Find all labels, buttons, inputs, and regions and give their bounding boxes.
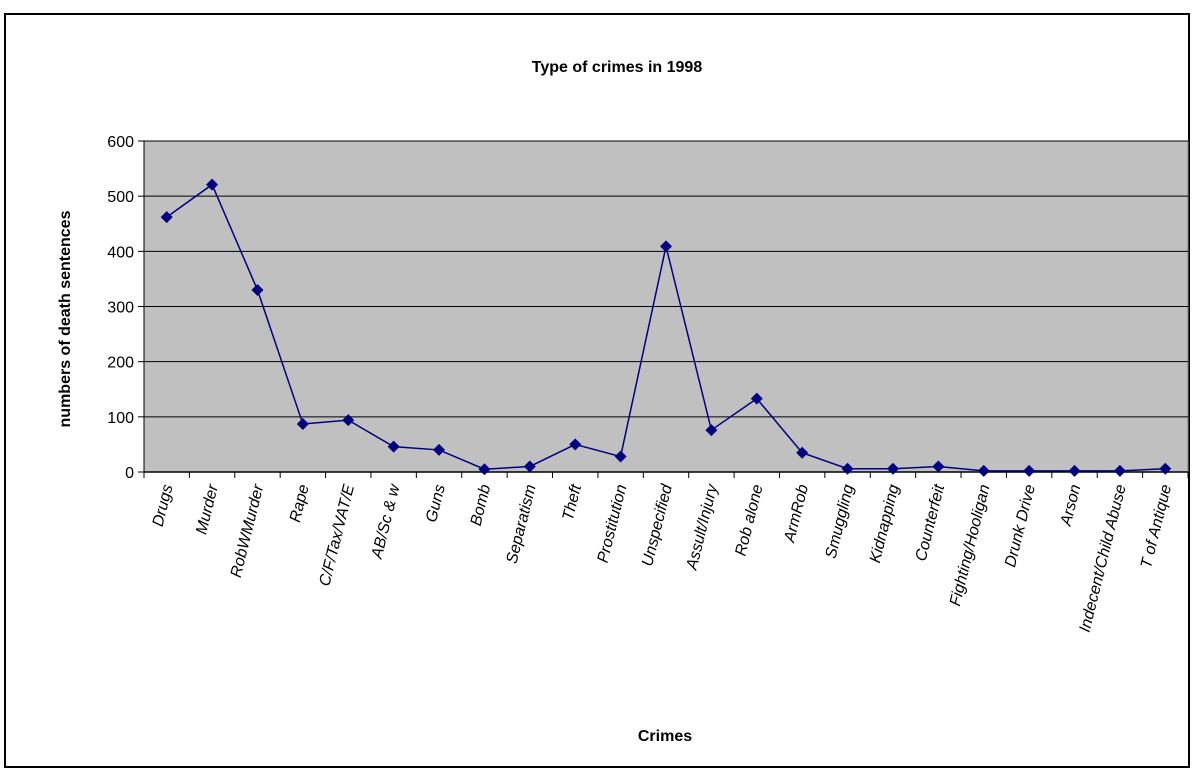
data-point xyxy=(523,460,536,473)
x-category-label: T of Antique xyxy=(1138,483,1175,570)
x-category-label: Separatism xyxy=(504,483,540,566)
x-category-label: Unspecified xyxy=(639,482,676,568)
data-point xyxy=(705,424,718,437)
data-point xyxy=(1023,464,1036,477)
data-point xyxy=(251,283,264,296)
x-axis-title: Crimes xyxy=(638,728,692,745)
x-category-label: Smuggling xyxy=(823,483,858,561)
x-category-label: Prostitution xyxy=(595,483,631,565)
data-point xyxy=(977,464,990,477)
data-point xyxy=(206,178,219,191)
x-category-label: AB/Sc & w xyxy=(369,481,404,561)
data-point xyxy=(342,414,355,427)
plot-area: 0 100 200 300 400 500 600 Drugs Murder RobWMurder… xyxy=(107,134,1189,634)
x-category-label: Counterfeit xyxy=(913,482,949,563)
x-category-label: Murder xyxy=(193,482,222,536)
data-point xyxy=(1159,462,1172,475)
x-category-label: Guns xyxy=(423,483,449,524)
chart-title: Type of crimes in 1998 xyxy=(532,59,703,76)
chart-frame: Type of crimes in 1998 numbers of death … xyxy=(4,13,1190,768)
y-tick-label: 300 xyxy=(107,300,134,317)
data-point xyxy=(660,240,672,253)
y-tick-label: 100 xyxy=(107,410,134,427)
data-point xyxy=(796,446,809,459)
data-point xyxy=(1068,464,1081,477)
data-point xyxy=(387,440,400,453)
data-point xyxy=(478,463,491,476)
x-category-label: Rape xyxy=(287,483,313,524)
y-tick-label: 600 xyxy=(107,134,134,151)
x-category-label: ArmRob xyxy=(781,483,812,545)
x-category-label: Arson xyxy=(1058,483,1085,529)
data-point xyxy=(886,462,899,475)
x-category-label: RobWMurder xyxy=(228,482,268,579)
x-category-label: Rob alone xyxy=(733,483,767,558)
x-category-label: Drunk Drive xyxy=(1002,483,1039,569)
data-point xyxy=(296,418,309,431)
x-category-label: Drugs xyxy=(150,483,177,529)
x-category-label: Theft xyxy=(560,482,585,522)
data-point xyxy=(1113,464,1126,477)
y-tick-label: 0 xyxy=(125,465,134,482)
x-category-label: Assult/Injury xyxy=(683,482,721,573)
data-point xyxy=(841,462,854,475)
data-point xyxy=(750,392,763,405)
data-point xyxy=(932,460,945,473)
y-tick-label: 200 xyxy=(107,355,134,372)
data-point xyxy=(569,438,582,451)
y-tick-label: 500 xyxy=(107,189,134,206)
x-category-label: Indecent/Child Abuse xyxy=(1077,483,1130,634)
x-category-label: Fighting/Hooligan xyxy=(947,483,994,608)
x-category-label: Bomb xyxy=(468,483,495,528)
x-category-label: C/F/Tax/VAT/E xyxy=(316,483,358,588)
data-point xyxy=(160,211,173,224)
line-chart: Type of crimes in 1998 numbers of death … xyxy=(57,59,1189,745)
data-point xyxy=(614,450,627,463)
x-category-label: Kidnapping xyxy=(867,483,903,565)
y-tick-label: 400 xyxy=(107,244,134,261)
data-point xyxy=(433,443,446,456)
y-axis-title: numbers of death sentences xyxy=(57,210,74,427)
